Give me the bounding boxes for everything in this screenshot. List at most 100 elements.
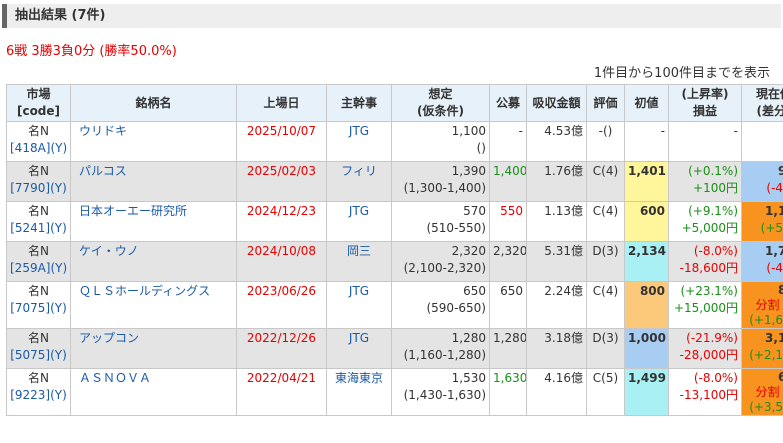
table-cell: - xyxy=(668,121,742,162)
lead-underwriter-link[interactable]: 岡三 xyxy=(326,241,392,282)
stock-name-link[interactable]: アップコン xyxy=(70,328,237,369)
cell-text: 分割 3倍 xyxy=(755,298,783,312)
lead-underwriter-link[interactable]: JTG xyxy=(326,121,392,162)
col-rise: (上昇率) 損益 xyxy=(668,84,742,122)
cell-text: -28,000円 xyxy=(679,348,738,362)
cell-text: 名N xyxy=(28,371,49,385)
table-cell: 650 xyxy=(489,281,527,329)
cell-text: (+23.1%) xyxy=(680,284,738,298)
cell-text: 名N xyxy=(28,164,49,178)
cell-text: (-427) xyxy=(766,181,783,195)
cell-text: (仮条件) xyxy=(417,104,464,118)
stock-code-link[interactable]: [7075](Y) xyxy=(10,301,67,315)
table-cell: -() xyxy=(586,121,625,162)
cell-text: 3,130 xyxy=(765,331,783,345)
table-cell: 2023/06/26 xyxy=(236,281,327,329)
cell-text: 821 xyxy=(778,283,783,297)
cell-text: +15,000円 xyxy=(673,301,738,315)
table-cell: (+23.1%) +15,000円 xyxy=(668,281,742,329)
table-cell: 3,130 (+2,130) xyxy=(741,328,783,369)
cell-text: 想定 xyxy=(428,87,453,101)
cell-text: -13,100円 xyxy=(679,388,738,402)
table-cell: 2024/10/08 xyxy=(236,241,327,282)
stock-name-link[interactable]: 日本オーエー研究所 xyxy=(70,201,237,242)
table-cell: C(4) xyxy=(586,161,625,202)
col-initial: 初値 xyxy=(624,84,669,122)
table-row: 名N [418A](Y) ウリドキ 2025/10/07 JTG 1,100() … xyxy=(6,121,783,162)
lead-underwriter-link[interactable]: JTG xyxy=(326,281,392,329)
cell-text: (-8.0%) xyxy=(693,244,738,258)
lead-underwriter-link[interactable]: JTG xyxy=(326,328,392,369)
stock-code-link[interactable]: [5075](Y) xyxy=(10,348,67,362)
table-cell: 1,630 xyxy=(489,368,527,416)
table-cell: (+0.1%) +100円 xyxy=(668,161,742,202)
ipo-results-table: 市場 [code] 銘柄名 上場日 主幹事 想定 (仮条件) 公募 吸収金額 評価 … xyxy=(6,84,783,416)
table-cell: 名N [5241](Y) xyxy=(6,201,71,242)
table-cell: 1,700 (-434) xyxy=(741,241,783,282)
cell-text: 名N xyxy=(28,244,49,258)
lead-underwriter-link[interactable]: JTG xyxy=(326,201,392,242)
win-loss-record: 6戦 3勝3負0分 (勝率50.0%) xyxy=(6,44,177,59)
table-cell: 800 xyxy=(624,281,669,329)
col-lead: 主幹事 xyxy=(326,84,392,122)
cell-text: 1,280 xyxy=(451,331,486,345)
table-cell: 名N [418A](Y) xyxy=(6,121,71,162)
table-cell: 2,134 xyxy=(624,241,669,282)
cell-text: (+580) xyxy=(760,221,783,235)
table-cell: 2,320 xyxy=(489,241,527,282)
table-cell: 名N [7075](Y) xyxy=(6,281,71,329)
stock-name-link[interactable]: ケイ・ウノ xyxy=(70,241,237,282)
stock-name-link[interactable]: ＱＬＳホールディングス xyxy=(70,281,237,329)
results-header: 抽出結果 (7件) xyxy=(2,4,781,28)
cell-text: (+2,130) xyxy=(749,348,783,362)
table-cell: 3.18億 xyxy=(526,328,587,369)
cell-text: () xyxy=(476,141,486,155)
cell-text: 市場 xyxy=(26,87,51,101)
table-cell: 2,320 (2,100-2,320) xyxy=(391,241,490,282)
cell-text: (-8.0%) xyxy=(693,371,738,385)
table-cell: C(5) xyxy=(586,368,625,416)
stock-name-link[interactable]: パルコス xyxy=(70,161,237,202)
cell-text: (+1,663) xyxy=(749,313,783,327)
cell-text: 分割 8倍 xyxy=(755,385,783,399)
stock-code-link[interactable]: [418A](Y) xyxy=(10,141,68,155)
table-row: 名N [5075](Y) アップコン 2022/12/26 JTG 1,280 (1… xyxy=(6,328,783,369)
table-cell: 名N [7790](Y) xyxy=(6,161,71,202)
cell-text: 570 xyxy=(463,204,486,218)
stock-name-link[interactable]: ウリドキ xyxy=(70,121,237,162)
stock-code-link[interactable]: [5241](Y) xyxy=(10,221,67,235)
cell-text: 2,320 xyxy=(451,244,486,258)
cell-text: -18,600円 xyxy=(679,261,738,275)
cell-text: 630 xyxy=(778,370,783,384)
col-name: 銘柄名 xyxy=(70,84,237,122)
table-row: 名N [5241](Y) 日本オーエー研究所 2024/12/23 JTG 570… xyxy=(6,201,783,242)
result-count: 1件目から100件目までを表示 xyxy=(593,66,770,81)
stock-code-link[interactable]: [9223](Y) xyxy=(10,388,67,402)
lead-underwriter-link[interactable]: 東海東京 xyxy=(326,368,392,416)
cell-text: 名N xyxy=(28,331,49,345)
cell-text: 650 xyxy=(463,284,486,298)
cell-text: 損益 xyxy=(692,104,717,118)
table-row: 名N [7790](Y) パルコス 2025/02/03 フィリ 1,390 (1,… xyxy=(6,161,783,202)
stock-code-link[interactable]: [259A](Y) xyxy=(10,261,68,275)
cell-text: 名N xyxy=(28,124,49,138)
table-cell: 1,390 (1,300-1,400) xyxy=(391,161,490,202)
col-rating: 評価 xyxy=(586,84,625,122)
table-cell: 2024/12/23 xyxy=(236,201,327,242)
lead-underwriter-link[interactable]: フィリ xyxy=(326,161,392,202)
table-cell: (+9.1%) +5,000円 xyxy=(668,201,742,242)
table-cell: 1,401 xyxy=(624,161,669,202)
cell-text: - xyxy=(733,124,738,138)
table-cell: 1.76億 xyxy=(526,161,587,202)
table-cell: C(4) xyxy=(586,281,625,329)
stock-code-link[interactable]: [7790](Y) xyxy=(10,181,67,195)
cell-text: (+9.1%) xyxy=(688,204,738,218)
table-cell: D(3) xyxy=(586,241,625,282)
table-cell: 1,280 (1,160-1,280) xyxy=(391,328,490,369)
cell-text: (590-650) xyxy=(426,301,486,315)
cell-text: 名N xyxy=(28,284,49,298)
table-cell: 5.31億 xyxy=(526,241,587,282)
table-cell: 4.16億 xyxy=(526,368,587,416)
stock-name-link[interactable]: ＡＳＮＯＶＡ xyxy=(70,368,237,416)
col-market: 市場 [code] xyxy=(6,84,71,122)
